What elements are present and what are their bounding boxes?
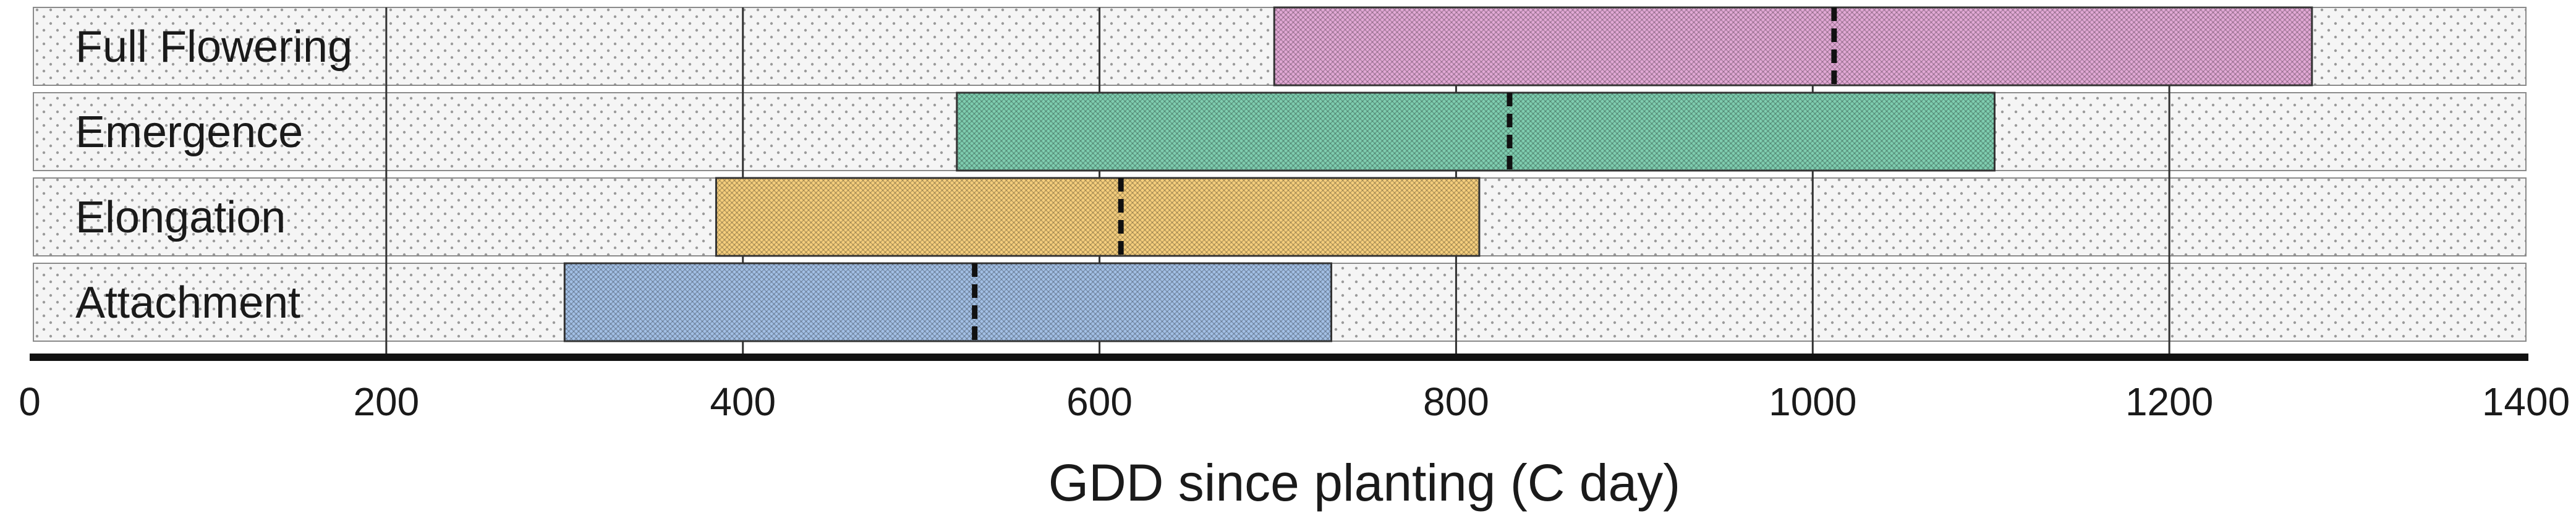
x-tick-label: 600 [1066,379,1133,424]
x-axis: 0 200 400 600 800 1000 1200 1400 [19,354,2570,424]
x-tick-label: 400 [710,379,776,424]
range-bar-outline [956,91,1996,172]
x-tick-label: 0 [19,379,41,424]
x-tick-label: 200 [353,379,419,424]
row-label: Emergence [75,108,303,157]
row-labels: Full Flowering Emergence Elongation Attachm… [75,22,352,328]
range-bar-outline [1273,6,2313,87]
x-tick-label: 1000 [1769,379,1856,424]
x-axis-title: GDD since planting (C day) [1048,454,1680,512]
row-label: Attachment [75,278,300,328]
row-label: Full Flowering [75,22,352,72]
x-tick-label: 1200 [2125,379,2213,424]
x-tick-label: 1400 [2482,379,2570,424]
range-bar-outline [715,177,1481,257]
row-label: Elongation [75,193,286,242]
range-bars [563,6,2313,342]
x-tick-label: 800 [1423,379,1489,424]
range-bar-outline [563,262,1333,342]
